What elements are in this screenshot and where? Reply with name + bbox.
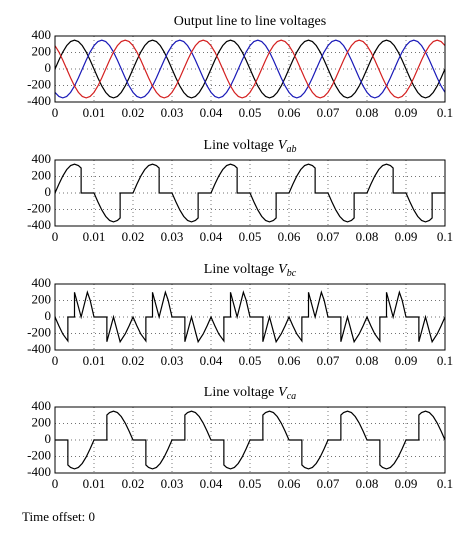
x-tick-label: 0.01 [83,105,106,120]
axes-frame [54,406,446,474]
x-tick-label: 0 [52,229,59,244]
y-tick-label: -200 [27,324,51,339]
x-tick-label: 0.02 [122,353,145,368]
voltage-trace [55,39,445,99]
y-tick-label: 400 [32,151,52,166]
title-symbol: V [278,138,288,153]
x-tick-label: 0.02 [122,105,145,120]
y-tick-label: 400 [32,398,52,413]
y-tick-label: -400 [27,93,51,108]
x-tick-label: 0.02 [122,476,145,491]
x-tick-label: 0.05 [239,105,262,120]
x-tick-label: 0.08 [356,476,379,491]
x-tick-label: 0 [52,476,59,491]
x-tick-label: 0.04 [200,105,223,120]
x-tick-label: 0.05 [239,476,262,491]
title-subscript: bc [287,268,297,279]
x-tick-label: 0.1 [437,105,453,120]
axes-frame [54,35,446,103]
title-text: Line voltage [204,262,274,277]
title-text: Output line to line voltages [174,14,326,29]
y-tick-label: -400 [27,464,51,479]
x-tick-label: 0.09 [395,476,418,491]
x-tick-label: 0 [52,353,59,368]
x-tick-label: 0.01 [83,353,106,368]
voltage-trace [55,410,445,470]
title-symbol: V [278,262,288,277]
x-tick-label: 0.1 [437,353,453,368]
title-symbol: V [278,385,288,400]
x-tick-label: 0.09 [395,229,418,244]
y-tick-label: 0 [45,431,52,446]
title-subscript: ca [287,391,296,402]
y-tick-label: 0 [45,308,52,323]
y-tick-label: 400 [32,275,52,290]
x-tick-label: 0.01 [83,229,106,244]
x-tick-label: 0.04 [200,476,223,491]
x-tick-label: 0.1 [437,229,453,244]
x-tick-label: 0.02 [122,229,145,244]
y-tick-label: -200 [27,447,51,462]
plot-area [55,39,445,99]
x-tick-label: 0.1 [437,476,453,491]
title-text: Line voltage [204,138,274,153]
x-tick-label: 0.07 [317,229,340,244]
voltage-trace [55,39,445,99]
panel-title: Line voltage Vca [204,385,296,402]
y-tick-label: -400 [27,217,51,232]
x-tick-label: 0.06 [278,476,301,491]
x-tick-label: 0.08 [356,229,379,244]
panel-title: Output line to line voltages [174,14,326,29]
axes-frame [54,283,446,351]
y-tick-label: -200 [27,76,51,91]
x-tick-label: 0.09 [395,105,418,120]
title-subscript: ab [286,144,296,155]
x-tick-label: 0.06 [278,105,301,120]
x-tick-label: 0 [52,105,59,120]
y-tick-label: 0 [45,60,52,75]
axes-frame [54,159,446,227]
plot-area [55,410,445,470]
voltage-trace [55,290,445,344]
x-tick-label: 0.06 [278,229,301,244]
x-tick-label: 0.01 [83,476,106,491]
x-tick-label: 0.04 [200,229,223,244]
y-tick-label: 200 [32,43,52,58]
x-tick-label: 0.03 [161,476,184,491]
x-tick-label: 0.07 [317,353,340,368]
x-tick-label: 0.03 [161,105,184,120]
panel-title: Line voltage Vbc [204,262,297,279]
y-tick-label: 400 [32,27,52,42]
x-tick-label: 0.08 [356,105,379,120]
x-tick-label: 0.03 [161,353,184,368]
x-tick-label: 0.07 [317,105,340,120]
x-tick-label: 0.09 [395,353,418,368]
y-tick-label: 200 [32,291,52,306]
voltage-trace [55,39,445,99]
y-tick-label: 0 [45,184,52,199]
y-tick-label: 200 [32,414,52,429]
panel-title: Line voltage Vab [204,138,297,155]
y-tick-label: -400 [27,341,51,356]
title-text: Line voltage [204,385,274,400]
x-tick-label: 0.04 [200,353,223,368]
caption: Time offset: 0 [22,509,95,524]
plot-area [55,163,445,223]
plot-area [55,290,445,344]
x-tick-label: 0.08 [356,353,379,368]
x-tick-label: 0.06 [278,353,301,368]
x-tick-label: 0.03 [161,229,184,244]
voltage-trace [55,163,445,223]
y-tick-label: 200 [32,167,52,182]
x-tick-label: 0.07 [317,476,340,491]
x-tick-label: 0.05 [239,229,262,244]
y-tick-label: -200 [27,200,51,215]
x-tick-label: 0.05 [239,353,262,368]
